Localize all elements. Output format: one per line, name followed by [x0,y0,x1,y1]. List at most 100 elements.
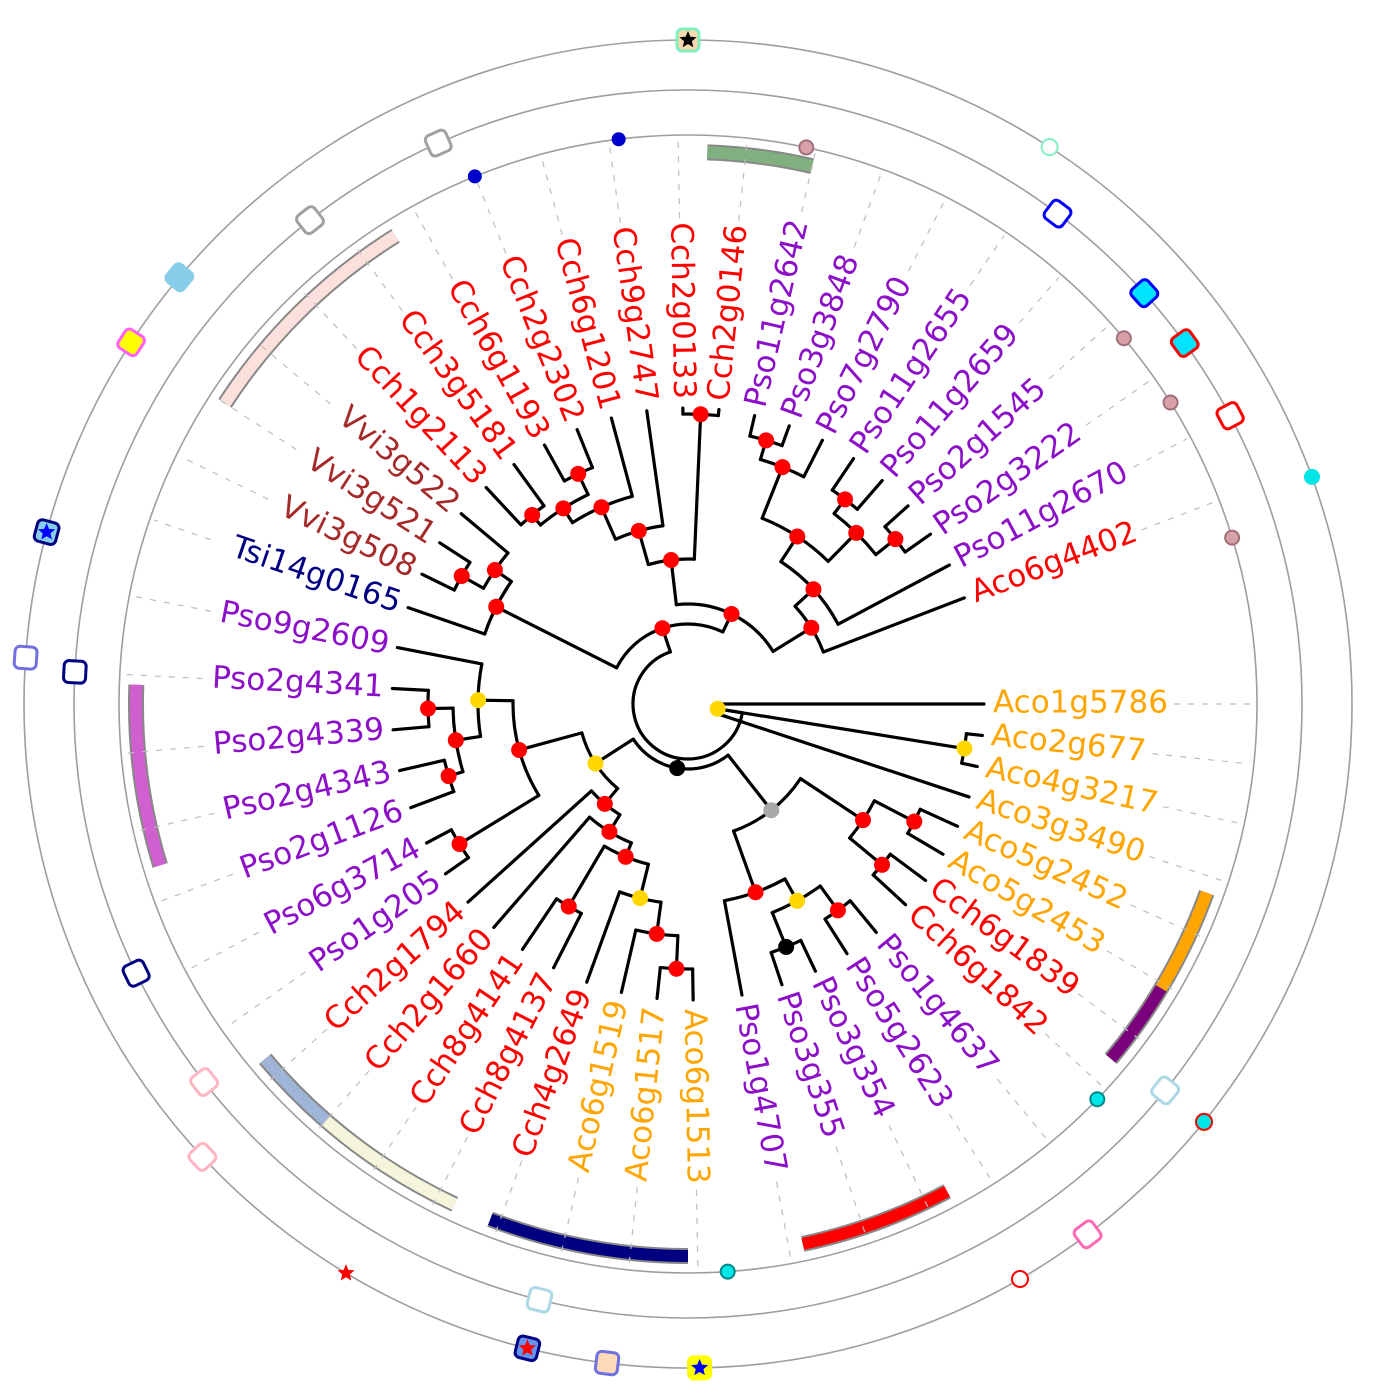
node-marker [906,814,922,830]
tree-branch [716,713,969,797]
node-marker [470,692,486,708]
node-marker [956,741,972,757]
tree-branch [522,899,556,950]
label-guide [1019,278,1058,323]
node-marker [441,768,457,784]
tree-branch [750,416,755,436]
label-guide [1163,807,1240,824]
label-guide [854,173,881,247]
node-marker [561,898,577,914]
node-marker [488,599,504,615]
label-guide [1152,754,1249,764]
annotation-square [14,646,37,669]
annotation-dot [1012,1271,1028,1287]
tree-branch [440,543,470,563]
label-guide [1049,326,1108,379]
label-guide [970,236,1004,286]
tree-branch [611,418,632,496]
annotation-square [1150,1075,1181,1106]
tree-branch [823,598,964,652]
tree-branch [397,648,481,664]
tree-branch [825,919,847,954]
annotation-square [1215,401,1245,431]
node-marker [763,802,779,818]
tree-branch [801,779,864,820]
leaf-label: Pso2g4339 [212,711,386,762]
tree-branch [694,414,700,559]
node-marker [649,926,665,942]
annotation-dot [1042,139,1058,155]
annotation-dot [1117,331,1131,345]
annotation-strip [326,1121,455,1205]
tree-branch [782,426,789,446]
label-guide [180,456,268,499]
label-guide [1134,439,1187,467]
annotation-square [526,1286,553,1313]
node-marker [570,466,586,482]
node-marker [848,525,864,541]
tree-branch [400,760,445,770]
tree-branch [461,514,508,553]
tree-branch [427,830,452,843]
label-guide [542,158,562,234]
label-guide [476,180,506,253]
star-icon [337,1264,354,1280]
node-marker [789,893,805,909]
node-marker [668,961,684,977]
label-guide [777,1182,791,1260]
node-marker [710,701,726,717]
annotation-dot [468,169,482,183]
tree-branch [728,755,771,810]
node-marker [887,531,903,547]
tree-branch [804,440,823,477]
label-guide [214,396,296,449]
node-marker [448,732,464,748]
tree-branch [890,854,925,880]
tree-branch [657,968,660,999]
label-guide [696,1190,697,1269]
label-guide [189,932,259,969]
tree-branch [966,734,982,736]
node-marker [420,701,436,717]
label-guide [1149,857,1224,882]
tree-branch [519,733,582,750]
node-marker [874,857,890,873]
annotation-square [1042,198,1073,229]
node-marker [601,824,617,840]
label-guide [609,144,620,222]
annotation-square [116,327,146,357]
tree-branch [587,892,620,982]
leaf-label: Aco1g5786 [993,685,1168,721]
annotation-square [1072,1219,1103,1250]
node-marker [597,796,613,812]
tree-branch [392,689,428,691]
tree-branch [734,831,756,892]
leaf-labels: Aco1g5786Aco2g677Aco4g3217Aco3g3490Aco5g… [211,216,1168,1184]
node-marker [803,620,819,636]
node-marker [830,902,846,918]
node-marker [524,507,540,523]
node-marker [774,459,790,475]
tree-branch [569,846,605,906]
label-guide [1142,502,1216,530]
node-marker [487,562,503,578]
leaf-label: Cch2g0133 [663,222,702,399]
node-marker [805,581,821,597]
node-marker [837,491,853,507]
node-marker [758,432,774,448]
node-marker [669,760,685,776]
annotation-strip [803,1191,947,1244]
tree-branch [496,607,616,668]
tree-branch [857,481,882,510]
annotation-dot [1225,531,1239,545]
label-guide [133,596,211,611]
annotation-square [63,660,86,683]
annotation-square [1169,328,1200,359]
tree-branch [446,858,469,874]
tree-branch [459,795,538,844]
tree-branch [422,574,454,590]
tree-branch [621,930,635,992]
annotation-square [424,129,453,158]
tree-branch [885,506,908,527]
tree-branch [718,410,719,416]
